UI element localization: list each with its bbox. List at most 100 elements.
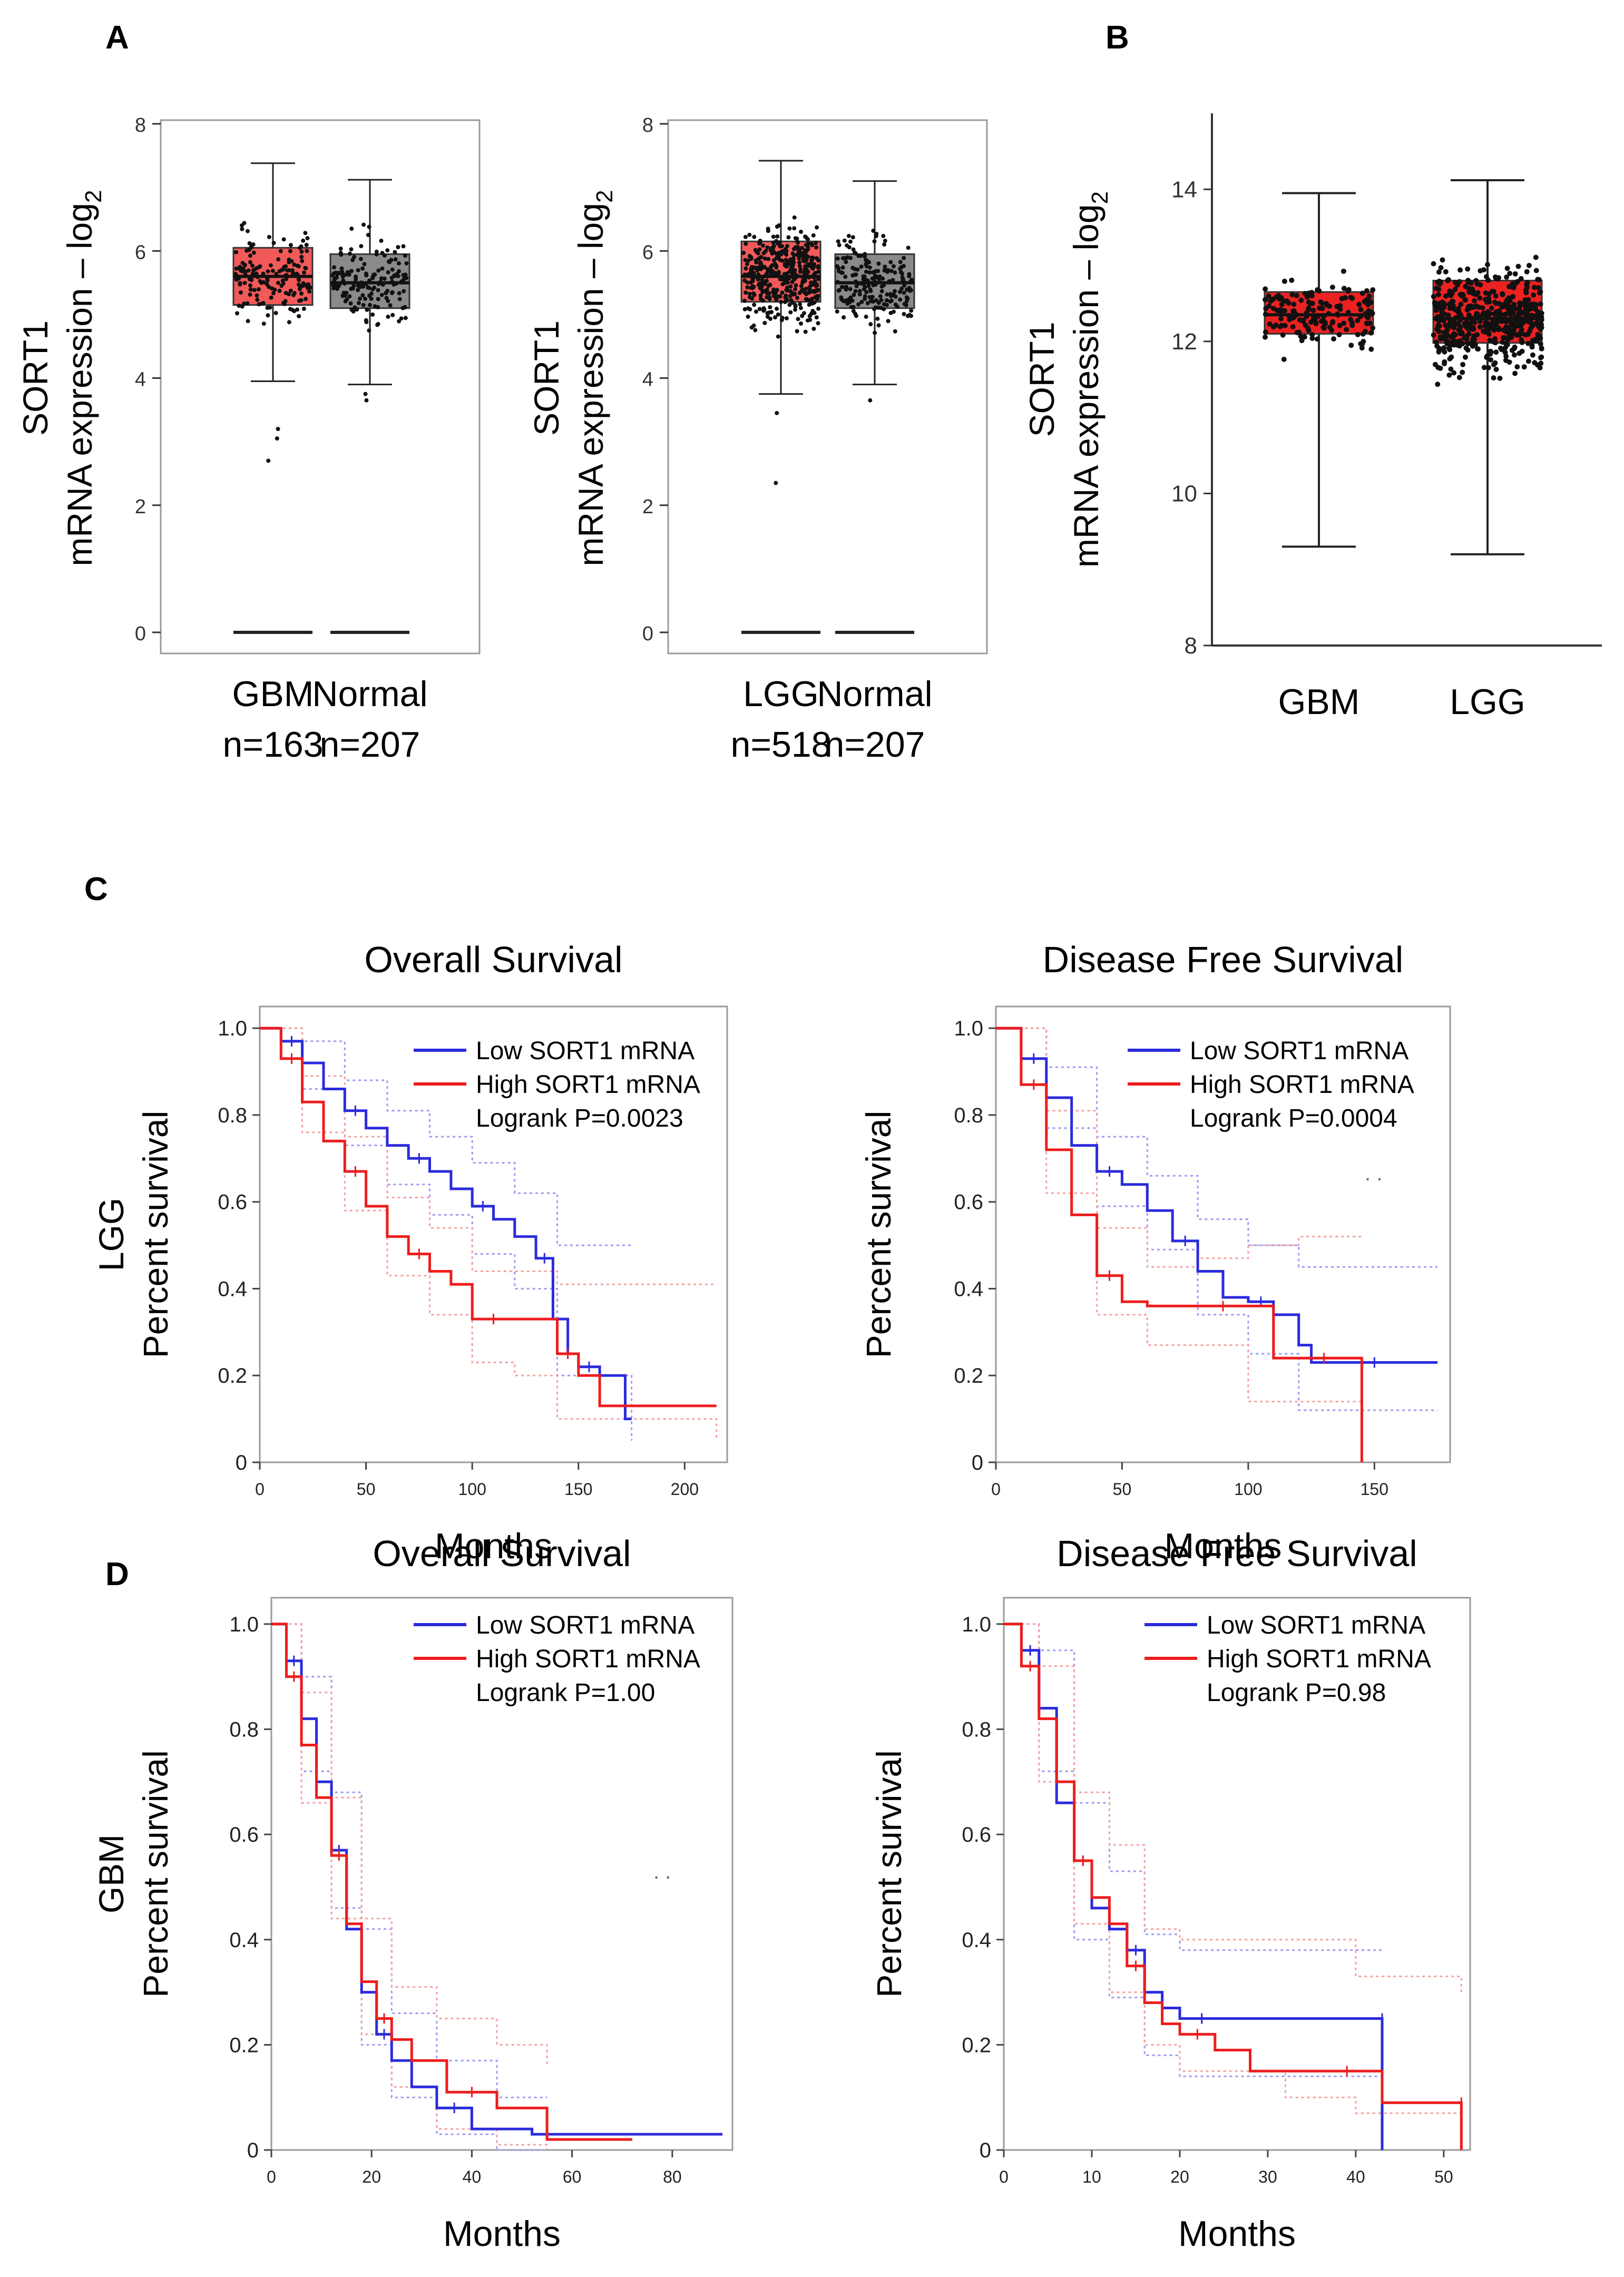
y-tick-label: 1.0 (229, 1613, 259, 1636)
data-point (1290, 324, 1296, 330)
data-point (846, 233, 851, 238)
data-point (1452, 287, 1458, 292)
data-point (745, 280, 750, 285)
data-point (393, 257, 398, 262)
y-axis-label-text: mRNA expression – log (1067, 204, 1106, 568)
data-point (250, 263, 255, 268)
logrank-p-value: Logrank P=0.0023 (476, 1105, 683, 1132)
data-point (1539, 346, 1544, 351)
data-point (793, 307, 797, 312)
data-point (871, 270, 876, 275)
data-point (281, 267, 286, 272)
data-point (1510, 285, 1515, 290)
data-point (848, 287, 853, 291)
data-points (1431, 255, 1544, 387)
y-tick-label: 0.2 (954, 1364, 983, 1387)
data-point (351, 309, 356, 314)
data-point (372, 285, 377, 290)
data-point (842, 238, 847, 243)
data-point (743, 290, 748, 295)
data-point (891, 264, 896, 269)
data-point (1319, 306, 1325, 311)
data-point (856, 302, 861, 307)
data-point (780, 290, 785, 295)
data-point (1525, 331, 1531, 337)
data-point (297, 264, 301, 269)
data-point (1366, 294, 1372, 299)
ci-upper-line (271, 1623, 547, 2098)
data-point (786, 262, 790, 266)
data-point (807, 287, 812, 291)
data-point (247, 277, 252, 281)
data-point (1270, 324, 1276, 330)
data-point (369, 296, 374, 301)
data-point (382, 276, 387, 281)
data-point (386, 315, 390, 319)
data-point (1445, 333, 1451, 338)
data-point (1490, 321, 1496, 327)
plot-frame (270, 1597, 733, 2151)
ci-lower-line (996, 1027, 1362, 1403)
x-tick-label: 100 (458, 1480, 486, 1499)
data-point (876, 269, 881, 273)
data-point (816, 321, 820, 326)
data-point (397, 297, 402, 301)
data-point (762, 256, 767, 261)
data-point (1309, 336, 1315, 341)
data-point (1436, 329, 1442, 334)
data-point (287, 292, 291, 297)
panel-label-a: A (105, 19, 129, 56)
data-point (1431, 261, 1436, 267)
y-tick-label: 1.0 (954, 1017, 983, 1040)
data-point (883, 268, 887, 272)
data-point (767, 297, 772, 301)
data-point (297, 298, 301, 303)
box-group-lgg: LGG n=518 (731, 160, 831, 765)
data-point (340, 269, 345, 274)
data-point (376, 268, 381, 273)
panel-label-c: C (84, 871, 108, 907)
data-point (273, 311, 278, 315)
data-point (752, 234, 757, 239)
outlier-point (364, 398, 369, 403)
data-point (856, 253, 861, 258)
data-point (1446, 372, 1452, 378)
data-point (359, 244, 364, 249)
data-point (362, 262, 367, 267)
data-point (902, 312, 906, 316)
data-point (1355, 318, 1361, 324)
data-point (816, 269, 820, 274)
data-point (816, 258, 820, 263)
outlier-point (868, 398, 873, 403)
data-point (874, 298, 878, 302)
data-point (797, 290, 802, 295)
data-point (1341, 286, 1347, 291)
data-point (754, 260, 759, 265)
data-point (389, 258, 394, 262)
y-tick-label: 10 (1171, 481, 1197, 506)
data-point (805, 298, 809, 302)
y-tick-label: 0.6 (954, 1191, 983, 1214)
data-point (1440, 257, 1445, 263)
data-point (798, 306, 803, 310)
data-point (1509, 335, 1514, 340)
data-point (250, 271, 255, 276)
data-point (1368, 346, 1374, 352)
data-point (753, 328, 758, 333)
data-point (872, 307, 877, 311)
low-sort1-curve (271, 1623, 722, 2136)
data-point (367, 224, 371, 229)
chart-c1: Overall Survival 0 0.2 0.4 0.6 0.8 1.0 0 50 100 15… (92, 939, 728, 1566)
x-tick-label: 50 (1434, 2167, 1453, 2186)
data-point (909, 308, 914, 313)
data-point (339, 266, 344, 271)
data-point (243, 263, 247, 267)
data-point (1310, 308, 1316, 313)
data-point (853, 251, 858, 256)
data-point (255, 297, 260, 302)
data-point (370, 312, 375, 317)
data-point (1512, 306, 1518, 312)
y-tick-label: 0 (236, 1451, 247, 1474)
x-axis-label: Months (435, 1526, 552, 1566)
data-point (746, 306, 750, 311)
